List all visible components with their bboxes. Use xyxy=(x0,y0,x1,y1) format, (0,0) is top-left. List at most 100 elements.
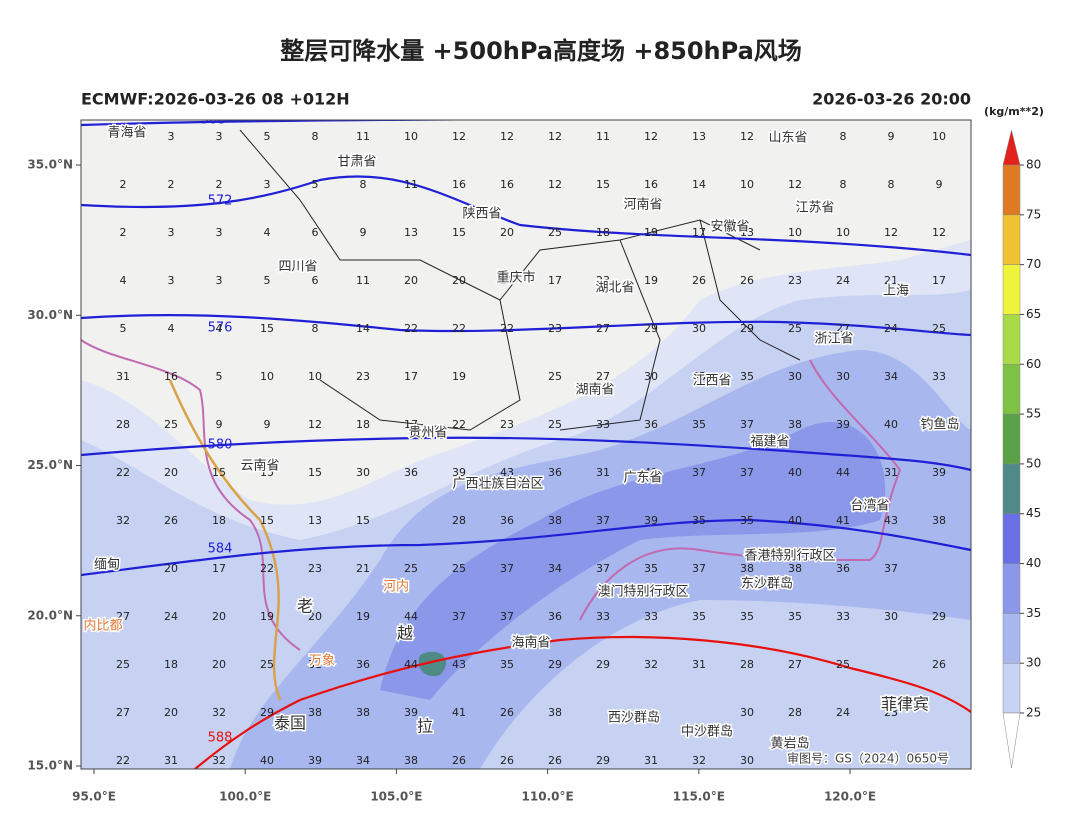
pw-value: 19 xyxy=(452,370,466,383)
pw-value: 37 xyxy=(500,610,514,623)
pw-value: 29 xyxy=(596,754,610,767)
pw-value: 27 xyxy=(836,322,850,335)
pw-value: 25 xyxy=(116,658,130,671)
province-borders xyxy=(239,129,801,431)
pw-value: 4 xyxy=(168,322,175,335)
pw-value: 11 xyxy=(404,178,418,191)
pw-45-area xyxy=(418,651,447,677)
place-name: 贵州省 xyxy=(408,426,447,441)
pw-value: 36 xyxy=(404,466,418,479)
pw-value: 33 xyxy=(644,610,658,623)
pw-value: 3 xyxy=(168,130,175,143)
pw-value: 36 xyxy=(548,610,562,623)
pw-value: 28 xyxy=(788,706,802,719)
pw-value: 3 xyxy=(168,274,175,287)
pw-value: 33 xyxy=(596,610,610,623)
pw-value: 8 xyxy=(360,178,367,191)
pw-value: 32 xyxy=(692,754,706,767)
pw-value: 33 xyxy=(596,418,610,431)
pw-value: 37 xyxy=(740,418,754,431)
pw-value: 23 xyxy=(308,562,322,575)
pw-value: 16 xyxy=(452,178,466,191)
pw-value: 39 xyxy=(452,466,466,479)
pw-value: 3 xyxy=(216,274,223,287)
place-name: 四川省 xyxy=(278,260,317,275)
pw-value: 30 xyxy=(740,754,754,767)
pw-value: 12 xyxy=(788,178,802,191)
country-border xyxy=(168,379,282,701)
place-name: 内比都 xyxy=(83,618,122,634)
pw-value: 9 xyxy=(888,130,895,143)
pw-value: 25 xyxy=(404,562,418,575)
pw-value: 25 xyxy=(548,370,562,383)
pw-value: 29 xyxy=(596,658,610,671)
pw-value: 18 xyxy=(212,514,226,527)
pw-value: 20 xyxy=(164,466,178,479)
pw-value: 12 xyxy=(500,130,514,143)
pw-value: 12 xyxy=(548,178,562,191)
pw-value: 41 xyxy=(836,514,850,527)
colorbar-unit: (kg/m**2) xyxy=(984,105,1044,118)
colorbar-cell xyxy=(1002,314,1021,365)
pw-value: 17 xyxy=(404,370,418,383)
pw-value: 17 xyxy=(212,562,226,575)
pw-value: 15 xyxy=(452,226,466,239)
pw-value: 43 xyxy=(500,466,514,479)
pw-value: 32 xyxy=(116,514,130,527)
pw-value: 17 xyxy=(932,274,946,287)
place-name: 中沙群岛 xyxy=(681,724,733,740)
pw-value: 5 xyxy=(312,178,319,191)
x-tick-label: 95.0°E xyxy=(72,790,116,804)
pw-value: 12 xyxy=(884,226,898,239)
pw-value: 5 xyxy=(216,370,223,383)
pw-value: 23 xyxy=(548,322,562,335)
pw-value: 20 xyxy=(500,274,514,287)
map-approval: 审图号：GS（2024）0650号 xyxy=(787,751,949,766)
pw-value: 35 xyxy=(692,514,706,527)
pw-value: 30 xyxy=(356,466,370,479)
pw-value: 12 xyxy=(308,418,322,431)
pw-value: 36 xyxy=(500,514,514,527)
pw-value: 30 xyxy=(788,370,802,383)
pw-value: 9 xyxy=(216,418,223,431)
pw-value: 29 xyxy=(740,322,754,335)
colorbar-label: 60 xyxy=(1026,357,1041,371)
pw-value: 38 xyxy=(788,562,802,575)
pw-value: 23 xyxy=(884,706,898,719)
pw-value: 44 xyxy=(404,610,418,623)
pw-value: 12 xyxy=(452,130,466,143)
pw-value: 31 xyxy=(596,466,610,479)
place-name: 澳门特别行政区 xyxy=(597,584,688,600)
pw-value: 31 xyxy=(308,658,322,671)
height-contour xyxy=(81,314,971,337)
pw-value: 37 xyxy=(692,562,706,575)
pw-value: 23 xyxy=(356,370,370,383)
x-tick-label: 100.0°E xyxy=(219,790,271,804)
y-tick-label: 30.0°N xyxy=(27,308,73,322)
pw-value: 39 xyxy=(404,706,418,719)
height-contour xyxy=(81,518,971,577)
pw-value: 26 xyxy=(548,754,562,767)
height-contour xyxy=(81,175,971,257)
model-run: ECMWF:2026-03-26 08 +012H xyxy=(81,90,350,109)
pw-value: 13 xyxy=(692,130,706,143)
pw-value: 38 xyxy=(548,514,562,527)
pw-value: 38 xyxy=(932,514,946,527)
pw-value: 6 xyxy=(312,226,319,239)
place-name: 香港特别行政区 xyxy=(744,549,835,564)
pw-value: 25 xyxy=(932,322,946,335)
colorbar-label: 35 xyxy=(1026,606,1041,620)
pw-value: 24 xyxy=(836,274,850,287)
colorbar-label: 75 xyxy=(1026,207,1041,221)
map-frame xyxy=(80,119,972,770)
pw-value: 14 xyxy=(692,178,706,191)
pw-value: 35 xyxy=(740,514,754,527)
pw-value: 24 xyxy=(884,322,898,335)
place-name: 福建省 xyxy=(750,435,789,450)
pw-value: 26 xyxy=(452,754,466,767)
pw-value: 40 xyxy=(788,514,802,527)
pw-value: 38 xyxy=(404,754,418,767)
colorbar-cell xyxy=(1002,264,1021,315)
pw-value: 25 xyxy=(788,322,802,335)
